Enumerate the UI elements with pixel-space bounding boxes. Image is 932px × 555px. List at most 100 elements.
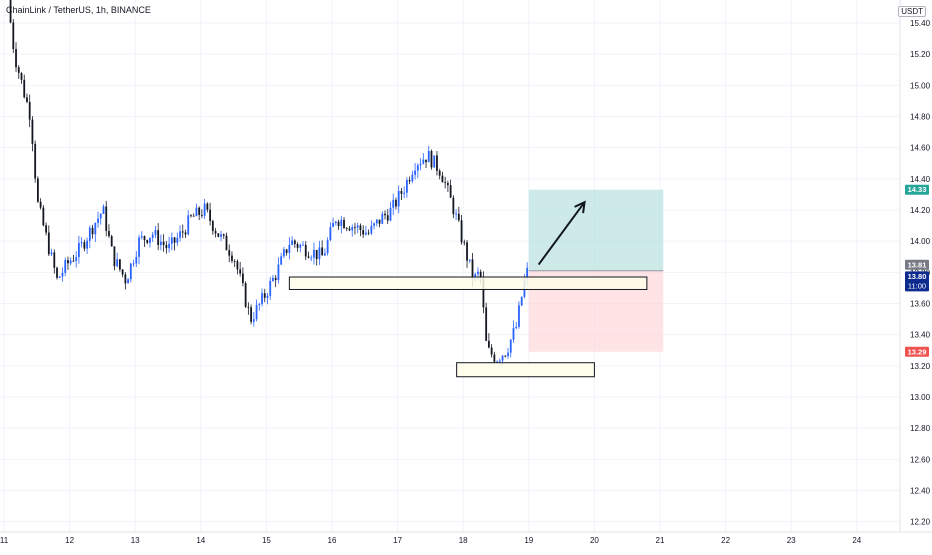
- stop-price-badge-bg: [905, 346, 929, 357]
- candle-body: [386, 215, 389, 221]
- stop-price-badge: 13.29: [908, 347, 927, 356]
- candle-body: [280, 256, 283, 265]
- candle-body: [392, 199, 395, 208]
- arrow-shaft[interactable]: [537, 201, 586, 266]
- candle-body: [255, 305, 258, 320]
- candle-body: [354, 226, 356, 228]
- zones[interactable]: [288, 276, 648, 378]
- candle-body: [138, 237, 140, 257]
- candle-body: [67, 260, 69, 264]
- time-tick-label: 15: [262, 536, 271, 545]
- candle-body: [209, 209, 211, 222]
- price-tick-label: 15.20: [910, 50, 931, 59]
- candle-body: [378, 219, 381, 224]
- current-time-badge: 11:00: [908, 281, 926, 290]
- time-tick-label: 17: [393, 536, 402, 545]
- candle-body: [26, 97, 28, 102]
- price-tick-label: 14.00: [910, 237, 931, 246]
- time-tick-label: 24: [852, 536, 861, 545]
- price-tick-label: 14.20: [910, 206, 931, 215]
- candle-body: [244, 283, 247, 307]
- candle-body: [416, 165, 419, 171]
- price-tick-label: 13.00: [910, 393, 931, 402]
- candle-body: [419, 163, 422, 166]
- candle-body: [53, 252, 56, 268]
- candle-body: [414, 170, 416, 175]
- candle-body: [340, 219, 343, 226]
- entry-price-badge: 13.81: [908, 260, 927, 269]
- candle-body: [154, 230, 157, 235]
- candle-body: [433, 155, 436, 168]
- candle-body: [381, 213, 384, 224]
- candle-body: [173, 237, 176, 243]
- zone-box-2[interactable]: [456, 362, 595, 378]
- candle-body: [370, 225, 373, 234]
- candle-body: [299, 245, 302, 248]
- price-tick-label: 12.40: [910, 487, 931, 496]
- candle-body: [427, 151, 430, 163]
- current-price-badge: 13.80: [908, 272, 927, 281]
- candle-body: [91, 227, 94, 235]
- candle-body: [375, 219, 378, 224]
- symbol-title[interactable]: ChainLink / TetherUS, 1h, BINANCE: [6, 5, 151, 15]
- candle-body: [436, 155, 438, 171]
- candle-body: [132, 263, 135, 265]
- candle-body: [20, 72, 23, 80]
- candle-body: [373, 223, 375, 226]
- candle-body: [192, 215, 195, 217]
- candle-body: [332, 223, 334, 228]
- price-tick-label: 15.00: [910, 81, 931, 90]
- candle-body: [455, 213, 457, 215]
- candle-body: [348, 228, 351, 231]
- candle-body: [425, 159, 427, 163]
- profit-zone[interactable]: [528, 189, 664, 271]
- price-axis[interactable]: 15.40 15.20 15.00 14.80 14.60 14.40 14.20 14.00…: [910, 19, 931, 527]
- candle-body: [129, 263, 132, 280]
- candle-body: [203, 203, 206, 216]
- arrow-head[interactable]: [574, 200, 586, 214]
- time-axis[interactable]: 11 12 13 14 15 16 17 18 19 20 21 22 23 24: [0, 536, 862, 545]
- candle-body: [460, 220, 463, 243]
- grid: [0, 0, 900, 532]
- candle-body: [304, 244, 307, 257]
- candle-body: [231, 255, 233, 261]
- price-tick-label: 12.60: [910, 455, 931, 464]
- candle-body: [157, 230, 160, 246]
- candle-body: [313, 249, 315, 258]
- time-tick-label: 19: [524, 536, 533, 545]
- candle-body: [34, 143, 37, 179]
- candle-body: [471, 259, 474, 280]
- candle-body: [110, 236, 113, 247]
- candle-body: [343, 219, 345, 229]
- candle-body: [291, 240, 293, 245]
- candle-body: [58, 276, 61, 278]
- candle-body: [94, 223, 97, 235]
- candle-body: [239, 269, 242, 274]
- candle-body: [135, 256, 138, 264]
- candle-body: [293, 240, 296, 245]
- price-tick-label: 13.20: [910, 362, 931, 371]
- long-position-tool[interactable]: [528, 189, 664, 352]
- candle-body: [498, 360, 501, 362]
- candle-body: [181, 231, 184, 233]
- candle-body: [395, 199, 397, 207]
- candle-body: [496, 361, 498, 363]
- candle-body: [206, 203, 209, 210]
- candles: [9, 0, 529, 366]
- candle-body: [56, 267, 58, 278]
- zone-box-1[interactable]: [288, 276, 648, 290]
- candle-body: [61, 272, 64, 277]
- candle-body: [403, 192, 406, 194]
- trend-arrow[interactable]: [537, 200, 586, 266]
- candle-body: [490, 347, 493, 355]
- target-price-badge: 14.33: [908, 185, 927, 194]
- candle-body: [518, 305, 520, 327]
- currency-label[interactable]: USDT: [898, 6, 926, 17]
- candle-body: [200, 214, 203, 216]
- candle-body: [42, 207, 45, 226]
- candle-body: [170, 237, 173, 244]
- candle-body: [446, 183, 449, 186]
